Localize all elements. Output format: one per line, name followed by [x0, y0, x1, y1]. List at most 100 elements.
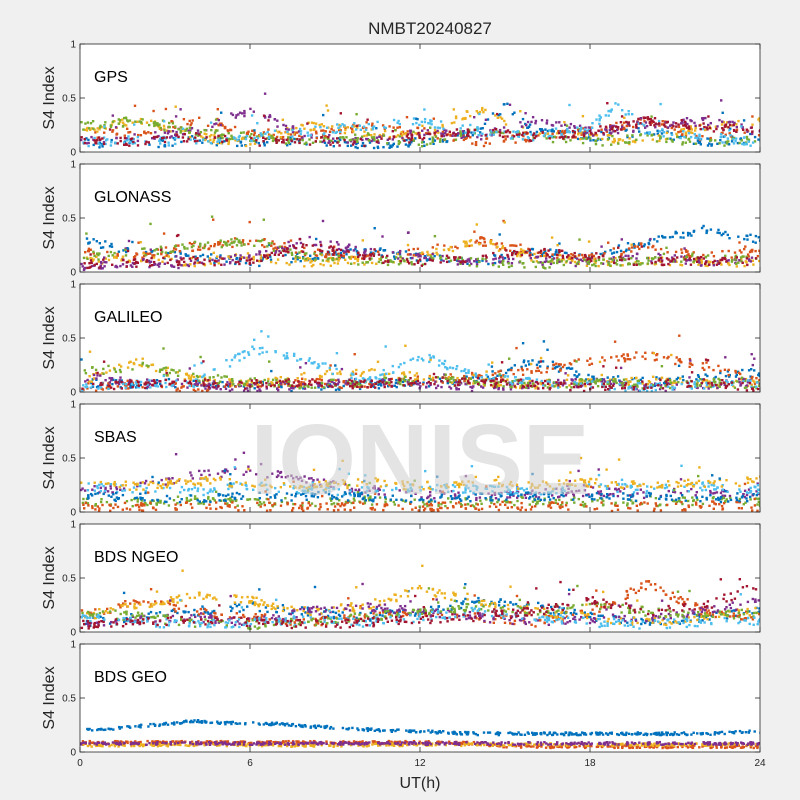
data-point	[370, 257, 373, 260]
data-point	[85, 385, 89, 389]
data-point	[481, 257, 484, 260]
data-point	[442, 138, 445, 142]
data-point	[745, 143, 748, 146]
data-point	[509, 244, 512, 247]
data-point	[527, 137, 530, 140]
data-point	[418, 136, 422, 139]
data-point	[737, 235, 740, 238]
data-point	[409, 129, 413, 132]
data-point	[515, 133, 519, 136]
data-point	[118, 363, 121, 366]
data-point	[664, 125, 667, 128]
scatter-points	[80, 330, 760, 392]
data-point	[321, 140, 324, 144]
data-point	[252, 255, 255, 259]
data-point	[192, 388, 195, 391]
data-point	[274, 139, 278, 142]
data-point	[692, 230, 695, 233]
data-point	[481, 254, 485, 258]
data-point	[125, 124, 128, 127]
data-point	[169, 258, 172, 262]
data-point	[594, 259, 598, 263]
data-point	[90, 135, 93, 139]
data-point	[134, 381, 138, 384]
data-point	[515, 131, 518, 134]
data-point	[606, 137, 610, 141]
data-point	[213, 136, 216, 139]
data-point	[551, 367, 555, 370]
data-point	[719, 369, 722, 373]
data-point	[187, 137, 190, 141]
data-point	[95, 378, 98, 381]
data-point	[203, 128, 206, 132]
data-point	[693, 121, 696, 125]
data-point	[186, 386, 189, 389]
data-point	[416, 260, 420, 263]
data-point	[336, 262, 340, 265]
data-point	[549, 262, 553, 266]
data-point	[405, 138, 408, 142]
data-point	[177, 266, 180, 270]
data-point	[521, 373, 525, 376]
data-point	[624, 249, 628, 253]
data-point	[165, 385, 168, 389]
data-point	[623, 258, 627, 262]
data-point	[689, 135, 693, 139]
data-point	[167, 144, 170, 147]
data-point	[727, 249, 730, 253]
data-point	[504, 375, 507, 378]
data-point	[279, 136, 283, 139]
data-point	[521, 342, 525, 345]
data-point	[575, 370, 578, 373]
data-point	[618, 138, 622, 141]
data-point	[161, 139, 165, 142]
data-point	[685, 255, 688, 259]
data-point	[132, 140, 135, 144]
data-point	[541, 129, 544, 132]
data-point	[365, 127, 368, 130]
data-point	[544, 267, 547, 270]
data-point	[743, 379, 747, 383]
data-point	[291, 128, 294, 132]
data-point	[93, 128, 96, 131]
data-point	[680, 251, 684, 254]
data-point	[717, 364, 720, 368]
data-point	[113, 368, 116, 371]
data-point	[84, 128, 87, 131]
data-point	[388, 381, 391, 384]
data-point	[610, 260, 613, 264]
data-point	[314, 254, 317, 257]
data-point	[232, 241, 235, 244]
data-point	[101, 388, 105, 391]
data-point	[626, 354, 630, 357]
data-point	[506, 135, 509, 138]
data-point	[301, 245, 304, 249]
data-point	[591, 255, 594, 258]
data-point	[91, 259, 94, 263]
data-point	[522, 131, 525, 134]
data-point	[349, 248, 352, 251]
data-point	[346, 144, 349, 148]
data-point	[331, 141, 335, 144]
data-point	[730, 383, 734, 387]
data-point	[200, 361, 203, 365]
data-point	[701, 117, 705, 120]
data-point	[188, 119, 191, 123]
data-point	[183, 133, 186, 136]
data-point	[539, 356, 543, 360]
data-point	[686, 231, 690, 235]
data-point	[682, 130, 685, 133]
data-point	[579, 137, 582, 141]
data-point	[637, 260, 640, 263]
data-point	[730, 259, 734, 262]
data-point	[589, 357, 592, 360]
data-point	[651, 257, 654, 261]
data-point	[609, 382, 613, 386]
data-point	[90, 381, 93, 385]
data-point	[109, 125, 113, 128]
data-point	[541, 263, 544, 266]
data-point	[470, 262, 473, 266]
data-point	[396, 134, 400, 137]
data-point	[290, 389, 293, 392]
data-point	[274, 250, 278, 253]
